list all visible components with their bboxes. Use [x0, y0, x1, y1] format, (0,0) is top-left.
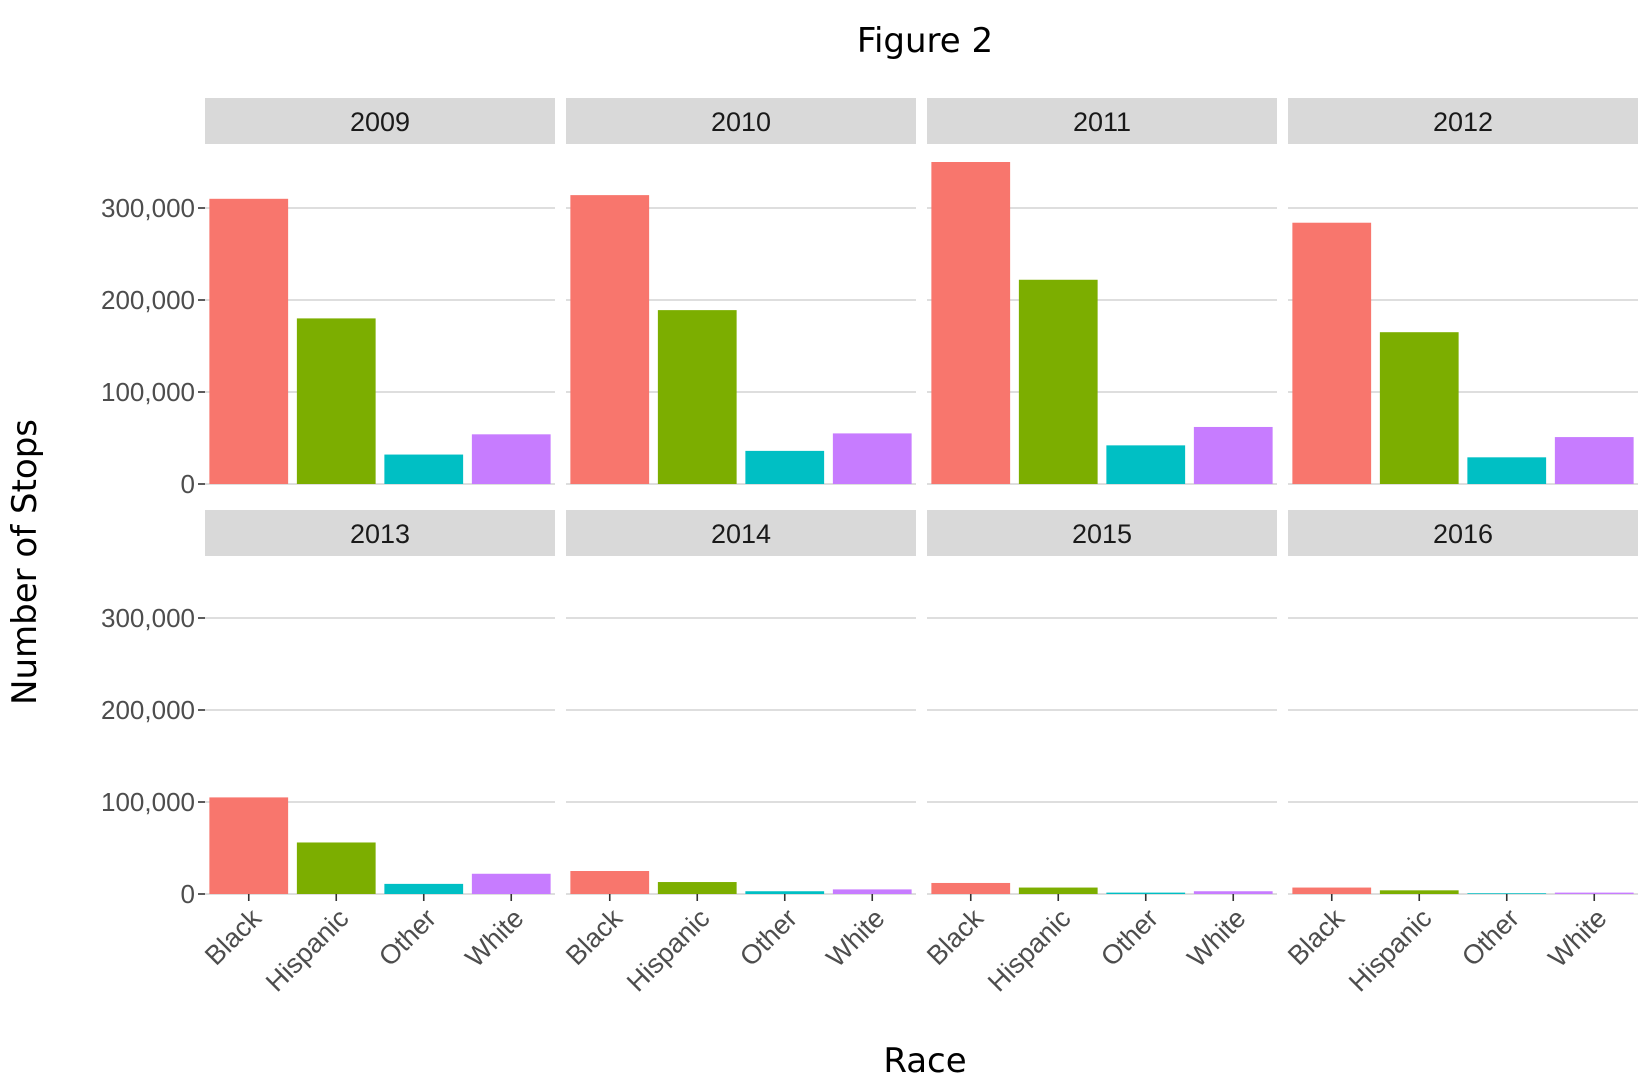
y-axis-ticks: 0 100,000 200,000 300,000 0 100,000 200,000 300…: [101, 193, 205, 909]
bar-2012-white: [1554, 437, 1634, 484]
facet-strip-label: 2014: [711, 519, 771, 549]
facet-strip: [205, 510, 555, 556]
bar-2015-black: [931, 882, 1011, 894]
bar-2011-black: [931, 162, 1011, 484]
x-tick-label: Other: [734, 903, 803, 972]
bar-2010-black: [570, 195, 650, 484]
bar-2016-other: [1467, 893, 1547, 894]
bar-2009-hispanic: [296, 318, 376, 484]
facet-panel-2015: 2015: [927, 510, 1277, 895]
bar-2012-hispanic: [1379, 332, 1459, 484]
bar-2015-other: [1106, 892, 1186, 894]
facet-strip-label: 2009: [350, 107, 410, 137]
bar-2013-other: [384, 883, 464, 894]
facet-panel-2012: 2012: [1288, 98, 1638, 485]
bar-2010-white: [832, 433, 912, 484]
bar-2012-other: [1467, 457, 1547, 484]
x-tick-label: White: [1542, 903, 1612, 973]
bar-2014-white: [832, 889, 912, 894]
facet-strip: [1288, 98, 1638, 144]
bar-2016-black: [1292, 887, 1372, 894]
y-tick-label: 300,000: [101, 193, 195, 223]
facet-panel-2011: 2011: [927, 98, 1277, 485]
bar-2011-other: [1106, 445, 1186, 484]
y-tick-label: 0: [181, 879, 195, 909]
facet-strip: [1288, 510, 1638, 556]
y-tick-label: 0: [181, 469, 195, 499]
facet-strip-label: 2015: [1072, 519, 1132, 549]
facet-strip: [566, 98, 916, 144]
x-axis-title: Race: [883, 1041, 966, 1081]
bar-2015-hispanic: [1018, 887, 1098, 894]
facet-strip: [927, 510, 1277, 556]
x-tick-label: White: [1181, 903, 1251, 973]
bar-2013-hispanic: [296, 842, 376, 894]
facet-panels: 2009 2010 2011 2012 2013 2014 2015 2016: [205, 98, 1638, 895]
bar-2011-hispanic: [1018, 279, 1098, 484]
chart-title: Figure 2: [857, 21, 993, 61]
bar-2013-white: [471, 873, 551, 894]
x-tick-label: Hispanic: [621, 903, 715, 997]
y-tick-label: 200,000: [101, 285, 195, 315]
x-tick-label: Black: [921, 903, 989, 971]
x-tick-label: Other: [373, 903, 442, 972]
y-tick-label: 200,000: [101, 695, 195, 725]
x-tick-label: Black: [199, 903, 267, 971]
y-tick-label: 300,000: [101, 603, 195, 633]
bar-2011-white: [1193, 426, 1273, 484]
facet-strip-label: 2011: [1073, 107, 1131, 137]
facet-strip-label: 2016: [1433, 519, 1493, 549]
facet-strip-label: 2010: [711, 107, 771, 137]
facet-panel-2016: 2016: [1288, 510, 1638, 895]
x-tick-label: Other: [1095, 903, 1164, 972]
bar-2014-hispanic: [657, 882, 737, 894]
bar-2009-white: [471, 434, 551, 484]
bar-2016-white: [1554, 892, 1634, 894]
y-axis-title: Number of Stops: [5, 419, 45, 705]
x-tick-label: Black: [1282, 903, 1350, 971]
bar-2013-black: [209, 797, 289, 894]
bar-2014-other: [745, 891, 825, 894]
bar-2014-black: [570, 871, 650, 894]
facet-panel-2010: 2010: [566, 98, 916, 485]
x-tick-label: Hispanic: [982, 903, 1076, 997]
facet-strip: [205, 98, 555, 144]
x-tick-label: Hispanic: [260, 903, 354, 997]
y-tick-label: 100,000: [101, 377, 195, 407]
facet-panel-2013: 2013: [205, 510, 555, 895]
x-tick-label: White: [459, 903, 529, 973]
bar-2009-black: [209, 198, 289, 485]
bar-2012-black: [1292, 222, 1372, 484]
bar-2009-other: [384, 454, 464, 484]
bar-2010-other: [745, 450, 825, 484]
facet-panel-2009: 2009: [205, 98, 555, 485]
x-tick-label: Other: [1456, 903, 1525, 972]
y-tick-label: 100,000: [101, 787, 195, 817]
bar-2010-hispanic: [657, 310, 737, 484]
x-tick-label: White: [820, 903, 890, 973]
facet-strip-label: 2012: [1433, 107, 1493, 137]
facet-strip-label: 2013: [350, 519, 410, 549]
bar-2015-white: [1193, 891, 1273, 894]
facet-strip: [566, 510, 916, 556]
facet-strip: [927, 98, 1277, 144]
x-tick-label: Black: [560, 903, 628, 971]
x-tick-label: Hispanic: [1343, 903, 1437, 997]
bar-2016-hispanic: [1379, 890, 1459, 894]
facet-panel-2014: 2014: [566, 510, 916, 895]
